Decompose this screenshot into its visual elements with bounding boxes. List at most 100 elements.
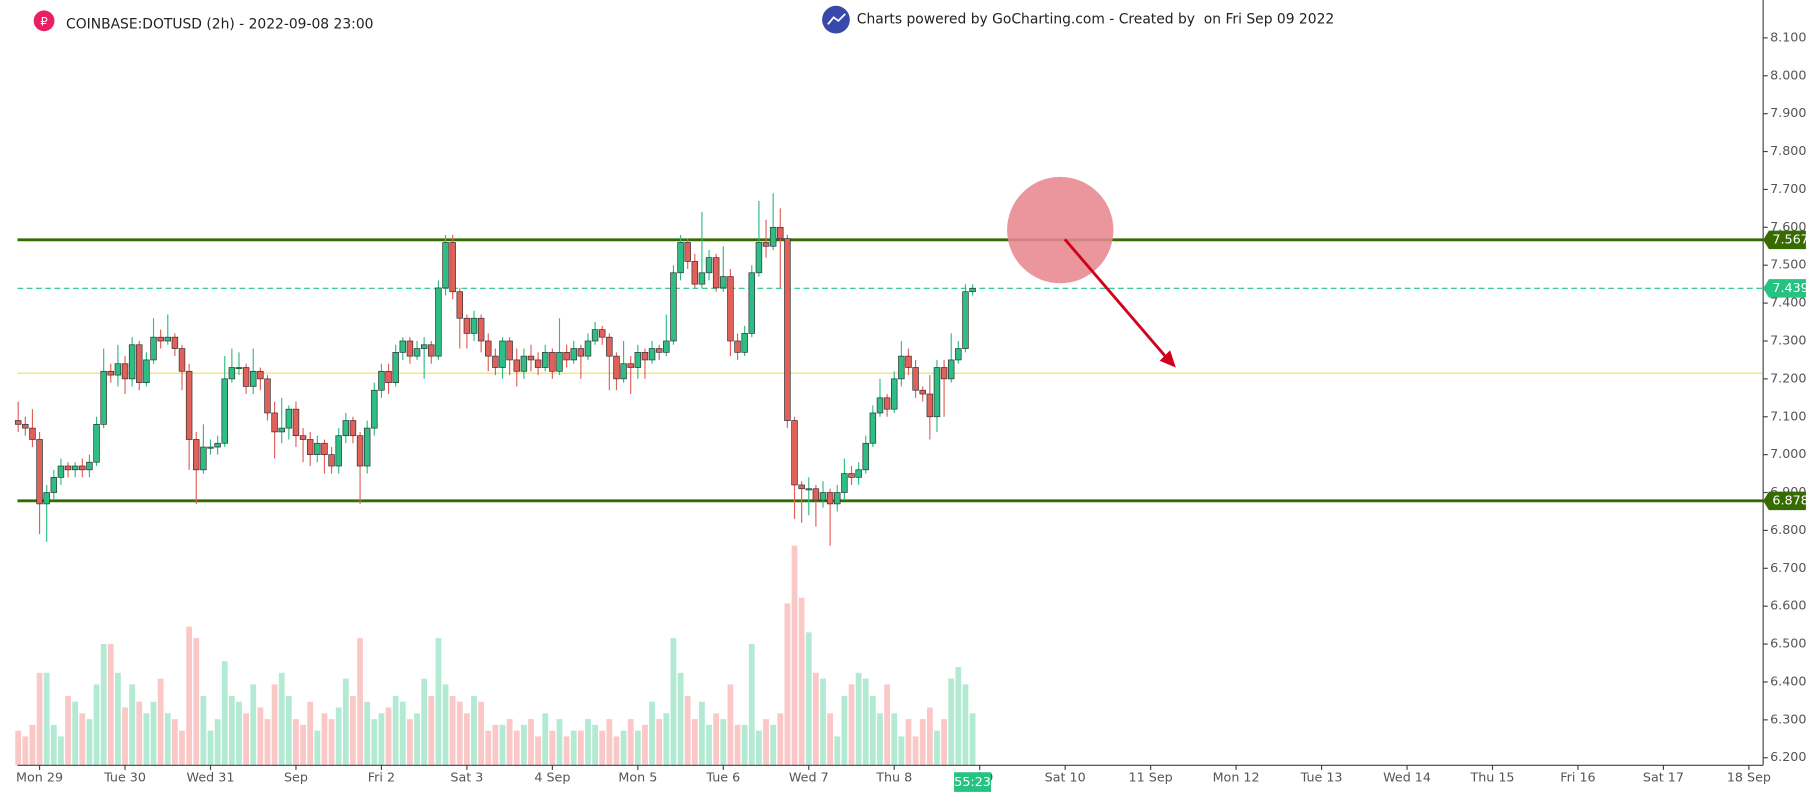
y-tick-label: 7.400 (1770, 295, 1806, 310)
volume-bar (193, 638, 200, 766)
volume-bar (421, 678, 428, 766)
candle-body (356, 435, 364, 467)
volume-bar (300, 724, 306, 766)
candle-body (36, 439, 43, 505)
x-tick-label: Tue 30 (103, 770, 146, 785)
candle-body (79, 465, 86, 471)
candle-body (712, 257, 720, 289)
candle-body (720, 276, 727, 289)
candle-body (926, 393, 934, 418)
candle-body (321, 442, 328, 455)
candle-body (848, 473, 855, 478)
volume-bar (570, 730, 577, 766)
candle-body (285, 408, 293, 429)
candle-body (819, 492, 827, 501)
candle-body (314, 442, 321, 455)
candle-body (214, 442, 221, 448)
volume-bar (656, 719, 663, 766)
candle-body (912, 367, 919, 391)
volume-bar (563, 736, 570, 766)
y-tick-label: 7.800 (1770, 143, 1806, 158)
y-tick-label: 8.100 (1770, 29, 1806, 44)
x-tick-label: Thu 15 (1469, 770, 1514, 785)
volume-bar (884, 684, 891, 766)
volume-bar (713, 713, 720, 766)
volume-bar (200, 695, 207, 766)
annotation-arrowhead (1159, 350, 1176, 368)
candle-body (655, 348, 663, 353)
candle-body (520, 355, 528, 372)
candle-body (399, 340, 407, 353)
candle-body (470, 317, 478, 334)
volume-bar (862, 678, 869, 766)
candle-body (349, 420, 357, 437)
candle-body (150, 336, 157, 361)
annotation-arrow (1063, 238, 1172, 363)
volume-bar (627, 719, 634, 766)
candle-body (570, 348, 577, 361)
candle-body (534, 359, 542, 368)
volume-bar (912, 736, 919, 766)
x-tick-label: Mon 12 (1213, 770, 1260, 785)
candle-body (413, 348, 421, 357)
volume-bar (43, 672, 50, 766)
volume-bar (285, 695, 292, 766)
candle-body (812, 488, 820, 501)
volume-bar (784, 603, 791, 766)
y-tick-label: 7.500 (1770, 257, 1806, 272)
candle-body (549, 352, 556, 372)
volume-layer (15, 545, 976, 766)
candle-body (22, 423, 29, 429)
volume-bar (926, 707, 933, 766)
candle-body (392, 352, 399, 384)
candle-body (883, 397, 891, 410)
volume-bar (634, 730, 641, 766)
x-tick-label: Fri 16 (1560, 770, 1595, 785)
volume-bar (485, 730, 492, 766)
candle-body (43, 492, 50, 505)
volume-bar (385, 707, 392, 766)
volume-bar (855, 672, 862, 766)
candle-body (556, 352, 563, 372)
volume-bar (171, 719, 178, 766)
logo-glyph: ₽ (40, 14, 47, 28)
volume-bar (442, 684, 449, 766)
x-tick-label: Sep (284, 770, 308, 785)
level-layer (17, 238, 1764, 503)
candle-body (591, 329, 599, 342)
candle-body (385, 370, 392, 384)
volume-bar (599, 730, 606, 766)
y-tick-label: 7.300 (1770, 332, 1806, 347)
candle-body (499, 340, 506, 368)
candle-body (456, 291, 464, 319)
x-tick-label: 4 Sep (534, 770, 570, 785)
candle-body (164, 336, 171, 342)
volume-bar (414, 713, 420, 766)
x-tick-label: 18 Sep (1727, 770, 1771, 785)
volume-bar (841, 695, 848, 766)
x-tick-label: Mon 29 (16, 770, 63, 785)
candle-body (242, 367, 250, 387)
x-tick-label: Wed 31 (187, 770, 235, 785)
candle-body (157, 336, 164, 342)
volume-bar (848, 684, 855, 766)
volume-bar (798, 597, 805, 766)
x-tick-label: Fri 2 (368, 770, 395, 785)
candle-body (741, 333, 748, 353)
candle-body (114, 363, 122, 376)
chart-title: COINBASE:DOTUSD (2h) - 2022-09-08 23:00 (66, 16, 373, 32)
volume-bar (179, 730, 185, 766)
candle-body (86, 461, 93, 471)
candle-body (57, 465, 65, 478)
candle-body (890, 378, 898, 410)
candle-body (648, 348, 656, 361)
candle-body (64, 465, 72, 471)
candle-body (363, 427, 371, 467)
candle-body (834, 492, 841, 505)
level-tag-label: 7.439 (1772, 280, 1808, 295)
volume-bar (741, 724, 748, 766)
volume-bar (407, 719, 413, 766)
candle-body (598, 329, 606, 338)
volume-bar (592, 724, 598, 766)
